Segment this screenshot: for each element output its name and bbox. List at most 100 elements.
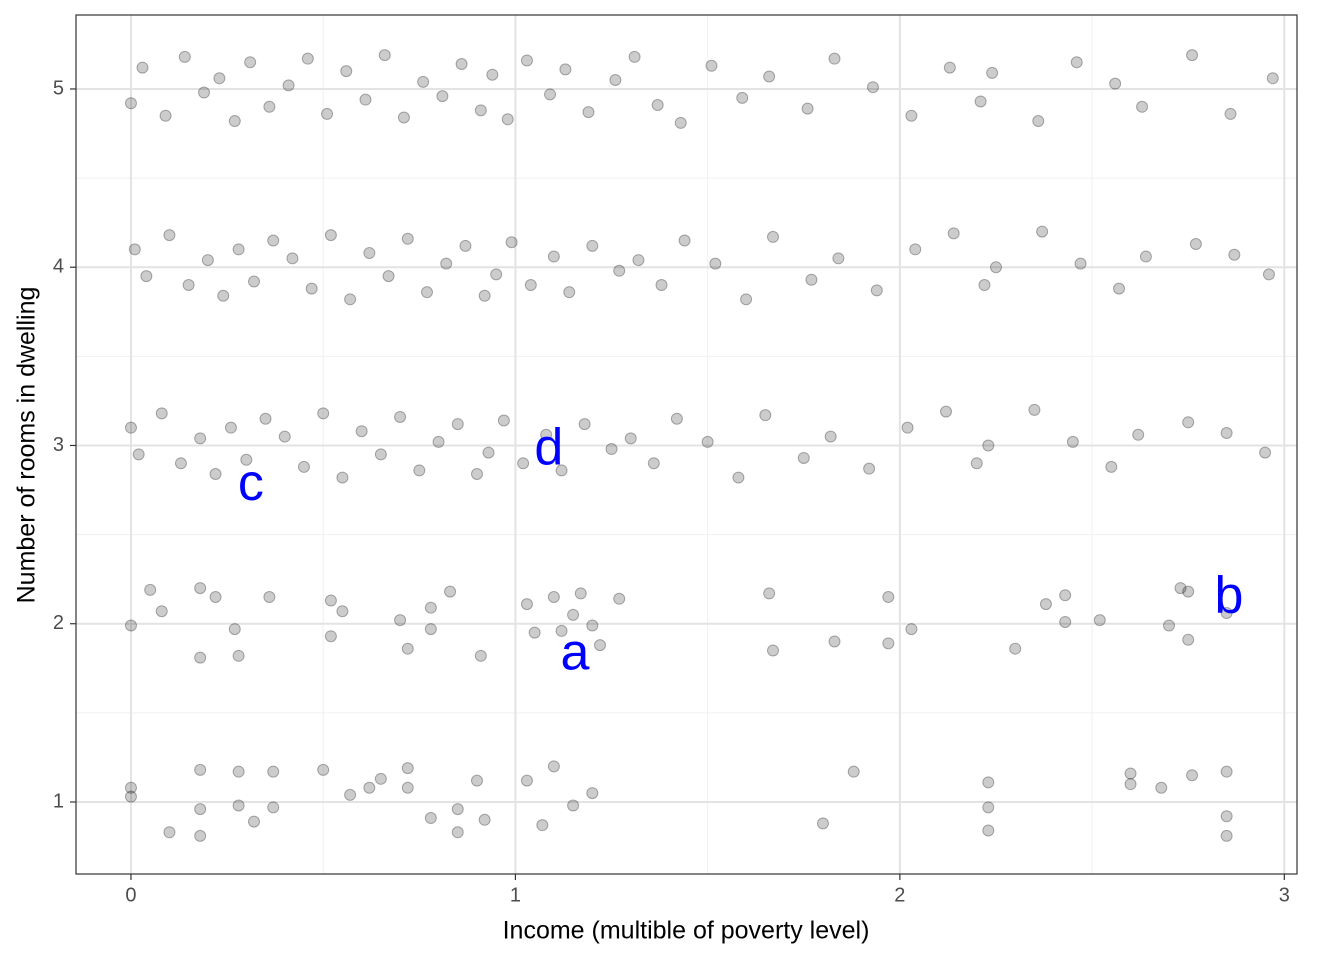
point bbox=[801, 102, 814, 115]
point bbox=[282, 79, 295, 92]
point bbox=[1139, 250, 1152, 263]
point bbox=[732, 471, 745, 484]
point bbox=[1036, 225, 1049, 238]
points bbox=[124, 49, 1279, 842]
point bbox=[805, 273, 818, 286]
point bbox=[278, 430, 291, 443]
point bbox=[1132, 428, 1145, 441]
point bbox=[140, 270, 153, 283]
point bbox=[470, 468, 483, 481]
point bbox=[586, 787, 599, 800]
point bbox=[1182, 416, 1195, 429]
point bbox=[1109, 77, 1122, 90]
point bbox=[593, 639, 606, 652]
point bbox=[709, 257, 722, 270]
point bbox=[378, 49, 391, 62]
point bbox=[155, 605, 168, 618]
point bbox=[1093, 614, 1106, 627]
point bbox=[194, 829, 207, 842]
point bbox=[324, 594, 337, 607]
point bbox=[355, 425, 368, 438]
point bbox=[420, 286, 433, 299]
point bbox=[359, 93, 372, 106]
annotation: a bbox=[561, 624, 590, 682]
panel-border bbox=[75, 14, 1298, 875]
point bbox=[374, 772, 387, 785]
x-tick-label: 3 bbox=[1279, 884, 1290, 906]
point bbox=[986, 66, 999, 79]
point bbox=[678, 234, 691, 247]
point bbox=[528, 626, 541, 639]
point bbox=[1228, 248, 1241, 261]
point bbox=[344, 293, 357, 306]
point bbox=[232, 649, 245, 662]
point bbox=[1220, 607, 1233, 620]
point bbox=[1105, 460, 1118, 473]
point bbox=[1186, 49, 1199, 62]
x-tick-label: 0 bbox=[125, 884, 136, 906]
point bbox=[832, 252, 845, 265]
point bbox=[474, 649, 487, 662]
point bbox=[547, 590, 560, 603]
point bbox=[1155, 781, 1168, 794]
point bbox=[1220, 810, 1233, 823]
point bbox=[401, 232, 414, 245]
point bbox=[905, 109, 918, 122]
point bbox=[194, 582, 207, 595]
point bbox=[240, 453, 253, 466]
point bbox=[136, 61, 149, 74]
point bbox=[382, 270, 395, 283]
point bbox=[524, 279, 537, 292]
point bbox=[705, 59, 718, 72]
point bbox=[1189, 238, 1202, 251]
point bbox=[736, 91, 749, 104]
point bbox=[1220, 829, 1233, 842]
point bbox=[198, 86, 211, 99]
point bbox=[536, 819, 549, 832]
point bbox=[417, 75, 430, 88]
point bbox=[763, 587, 776, 600]
point bbox=[947, 227, 960, 240]
y-tick-label: 5 bbox=[53, 77, 64, 99]
point bbox=[401, 642, 414, 655]
point bbox=[505, 236, 518, 249]
point bbox=[655, 279, 668, 292]
point bbox=[1174, 582, 1187, 595]
point bbox=[259, 412, 272, 425]
point bbox=[178, 50, 191, 63]
point bbox=[1059, 615, 1072, 628]
point bbox=[1124, 778, 1137, 791]
point bbox=[905, 623, 918, 636]
point bbox=[547, 250, 560, 263]
point bbox=[297, 460, 310, 473]
point bbox=[567, 799, 580, 812]
point bbox=[540, 428, 553, 441]
point bbox=[432, 435, 445, 448]
point bbox=[1262, 268, 1275, 281]
point bbox=[424, 601, 437, 614]
point bbox=[828, 52, 841, 65]
point bbox=[974, 95, 987, 108]
point bbox=[305, 282, 318, 295]
point bbox=[1220, 765, 1233, 778]
point bbox=[613, 264, 626, 277]
point bbox=[451, 803, 464, 816]
point bbox=[586, 619, 599, 632]
point bbox=[1186, 769, 1199, 782]
point bbox=[970, 457, 983, 470]
point bbox=[194, 803, 207, 816]
point bbox=[213, 72, 226, 85]
point bbox=[209, 590, 222, 603]
point bbox=[651, 99, 664, 112]
point bbox=[401, 781, 414, 794]
point bbox=[232, 765, 245, 778]
point bbox=[674, 116, 687, 129]
point bbox=[263, 590, 276, 603]
point bbox=[194, 651, 207, 664]
point bbox=[344, 788, 357, 801]
point bbox=[424, 812, 437, 825]
point bbox=[124, 97, 137, 110]
point bbox=[124, 790, 137, 803]
annotation: d bbox=[534, 419, 563, 477]
